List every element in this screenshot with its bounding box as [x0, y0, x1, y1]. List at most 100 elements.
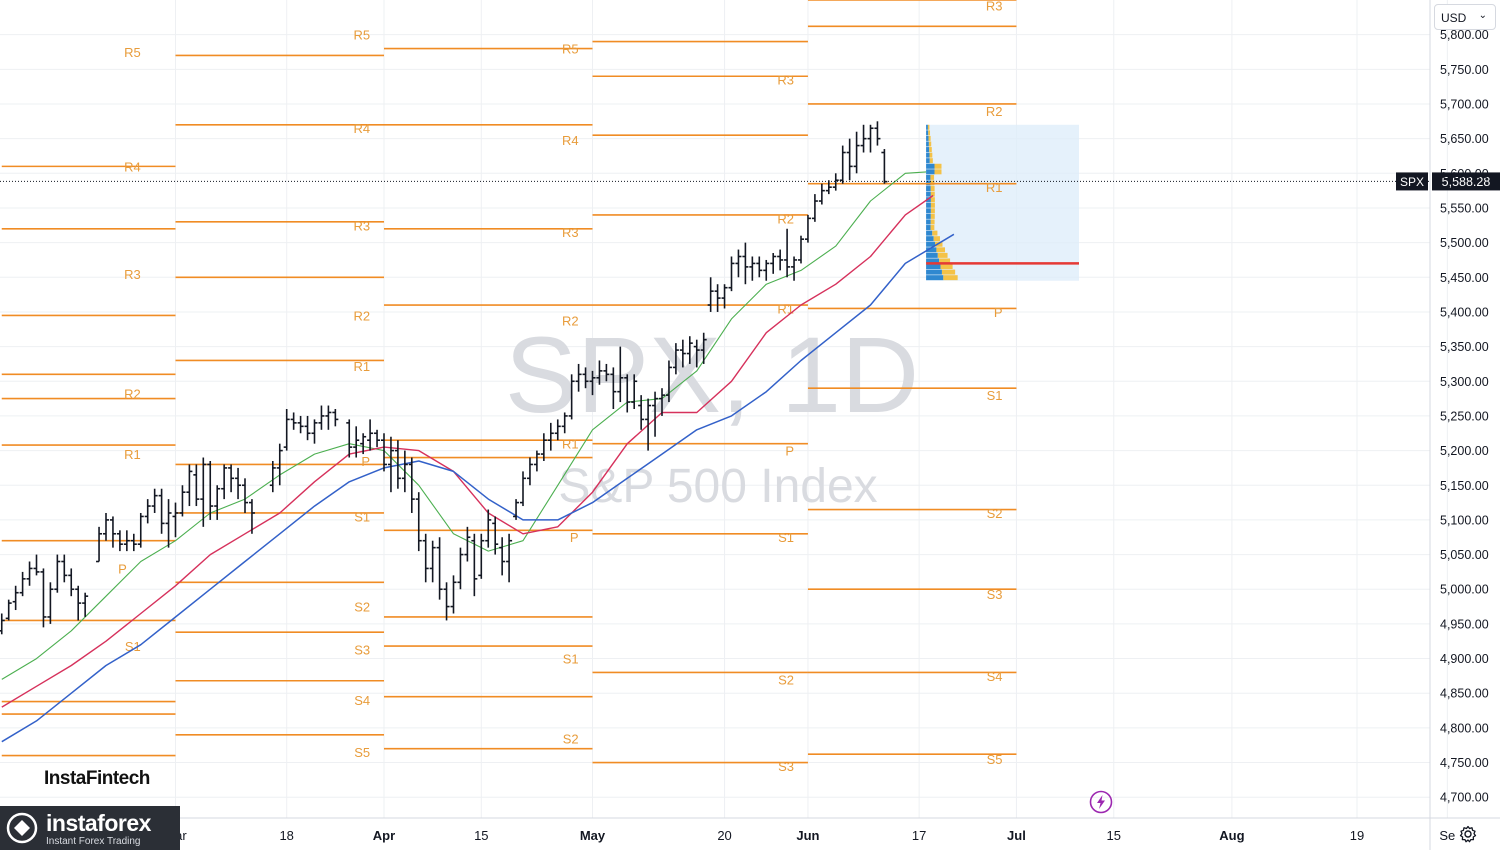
price-tick-label: 5,700.00: [1440, 97, 1489, 111]
pivot-label-r4: R4: [353, 121, 370, 136]
ohlc-bar: [151, 488, 158, 513]
ohlc-bar: [19, 571, 26, 597]
volume-profile-bar: [926, 124, 928, 130]
ohlc-bar: [290, 412, 297, 430]
volume-profile-bar: [926, 141, 929, 147]
currency-selector[interactable]: USD ⌄: [1434, 4, 1496, 30]
instafintech-logo: InstaFintech: [44, 768, 150, 789]
instaforex-name: instaforex: [46, 810, 151, 836]
pivot-label-s1: S1: [354, 509, 370, 524]
volume-profile: [926, 124, 1079, 281]
ohlc-bar: [401, 450, 408, 493]
volume-profile-bar: [926, 230, 933, 236]
volume-profile-bar: [943, 275, 958, 281]
last-price-box: [1432, 172, 1500, 191]
ohlc-bar: [526, 457, 533, 486]
pivot-label-s5: S5: [987, 752, 1003, 767]
ohlc-bar: [665, 360, 672, 403]
ohlc-bar: [200, 457, 207, 527]
ohlc-bar: [325, 405, 332, 430]
ohlc-bar: [248, 499, 255, 534]
volume-profile-bar: [926, 208, 931, 214]
volume-profile-bar: [934, 163, 942, 169]
ohlc-bar: [415, 492, 422, 552]
ohlc-bar: [881, 149, 888, 184]
pivot-label-r1: R1: [124, 447, 141, 462]
ohlc-bar: [686, 336, 693, 364]
ohlc-bar: [610, 367, 617, 409]
ohlc-bar: [763, 259, 770, 281]
volume-profile-bar: [930, 219, 935, 225]
price-tick-label: 5,200.00: [1440, 444, 1489, 458]
volume-profile-bar: [926, 269, 942, 275]
ohlc-bar: [54, 554, 61, 593]
ohlc-bar: [804, 214, 811, 243]
ohlc-bar: [33, 554, 40, 576]
watermark-name: S&P 500 Index: [558, 460, 877, 513]
price-axis[interactable]: 4,700.00 4,750.00 4,800.00 4,850.00 4,900.00…: [1429, 0, 1489, 850]
ohlc-bar: [137, 512, 144, 548]
ohlc-bar: [749, 256, 756, 281]
pivot-label-r4: R4: [124, 159, 141, 174]
ohlc-bar: [103, 512, 109, 541]
time-tick-label: Jul: [1007, 828, 1026, 843]
ohlc-bar: [478, 533, 485, 579]
ohlc-bar: [798, 235, 804, 264]
pivot-label-r1: R1: [777, 301, 794, 316]
volume-profile-bar: [926, 158, 930, 164]
pivot-label-r3: R3: [986, 0, 1003, 14]
pivot-label-s2: S2: [354, 600, 370, 615]
volume-profile-bar: [937, 252, 948, 258]
watermark-symbol: SPX, 1D: [505, 314, 919, 435]
ohlc-bar: [721, 284, 728, 309]
pivot-label-p: P: [570, 530, 579, 545]
pivot-label-r5: R5: [562, 42, 579, 57]
ohlc-bar: [304, 415, 311, 441]
ohlc-bar: [756, 256, 763, 278]
time-axis[interactable]: Mar18Apr15May20Jun17Jul15Aug19Se: [0, 817, 1500, 843]
ohlc-bar: [652, 391, 659, 437]
pivot-label-s2: S2: [778, 672, 794, 687]
ohlc-bar: [318, 405, 325, 430]
volume-profile-bar: [928, 141, 932, 147]
chevron-down-icon: ⌄: [1478, 10, 1487, 21]
volume-profile-bar: [926, 247, 937, 253]
pivot-label-p: P: [785, 444, 794, 459]
price-tick-label: 5,250.00: [1440, 409, 1489, 423]
ohlc-bar: [130, 533, 137, 552]
ohlc-bar: [825, 180, 832, 195]
volume-profile-bar: [940, 264, 953, 270]
ohlc-bar: [75, 585, 82, 621]
sma-short-line: [1, 171, 927, 680]
pivot-label-r2: R2: [562, 313, 579, 328]
volume-profile-bar: [934, 169, 942, 175]
ohlc-bar: [867, 124, 874, 153]
ohlc-bar: [645, 398, 652, 451]
ohlc-bar: [742, 242, 749, 285]
ohlc-bar: [714, 284, 721, 312]
ohlc-bar: [12, 585, 19, 611]
volume-profile-bar: [935, 241, 943, 247]
last-price-label: 5,588.28: [1442, 175, 1491, 189]
ohlc-bar: [457, 547, 464, 590]
ohlc-bar: [728, 256, 735, 292]
volume-profile-bar: [926, 213, 931, 219]
pivot-label-s5: S5: [354, 745, 370, 760]
volume-profile-bar: [926, 219, 931, 225]
instaforex-tagline: Instant Forex Trading: [46, 836, 141, 847]
ohlc-bar: [700, 332, 707, 364]
lightning-bolt-icon[interactable]: [1089, 790, 1113, 814]
ohlc-bar: [839, 145, 846, 184]
volume-profile-bar: [927, 124, 930, 130]
ohlc-bar: [874, 121, 881, 146]
volume-profile-bar: [941, 269, 956, 275]
time-tick-label: Jun: [796, 828, 819, 843]
ohlc-bar: [589, 370, 596, 396]
ohlc-bar: [346, 419, 353, 458]
gear-icon[interactable]: [1459, 825, 1477, 843]
ohlc-bar: [492, 516, 499, 555]
volume-profile-bar: [926, 236, 934, 242]
ohlc-bar: [276, 443, 283, 486]
volume-profile-bar: [929, 152, 933, 158]
